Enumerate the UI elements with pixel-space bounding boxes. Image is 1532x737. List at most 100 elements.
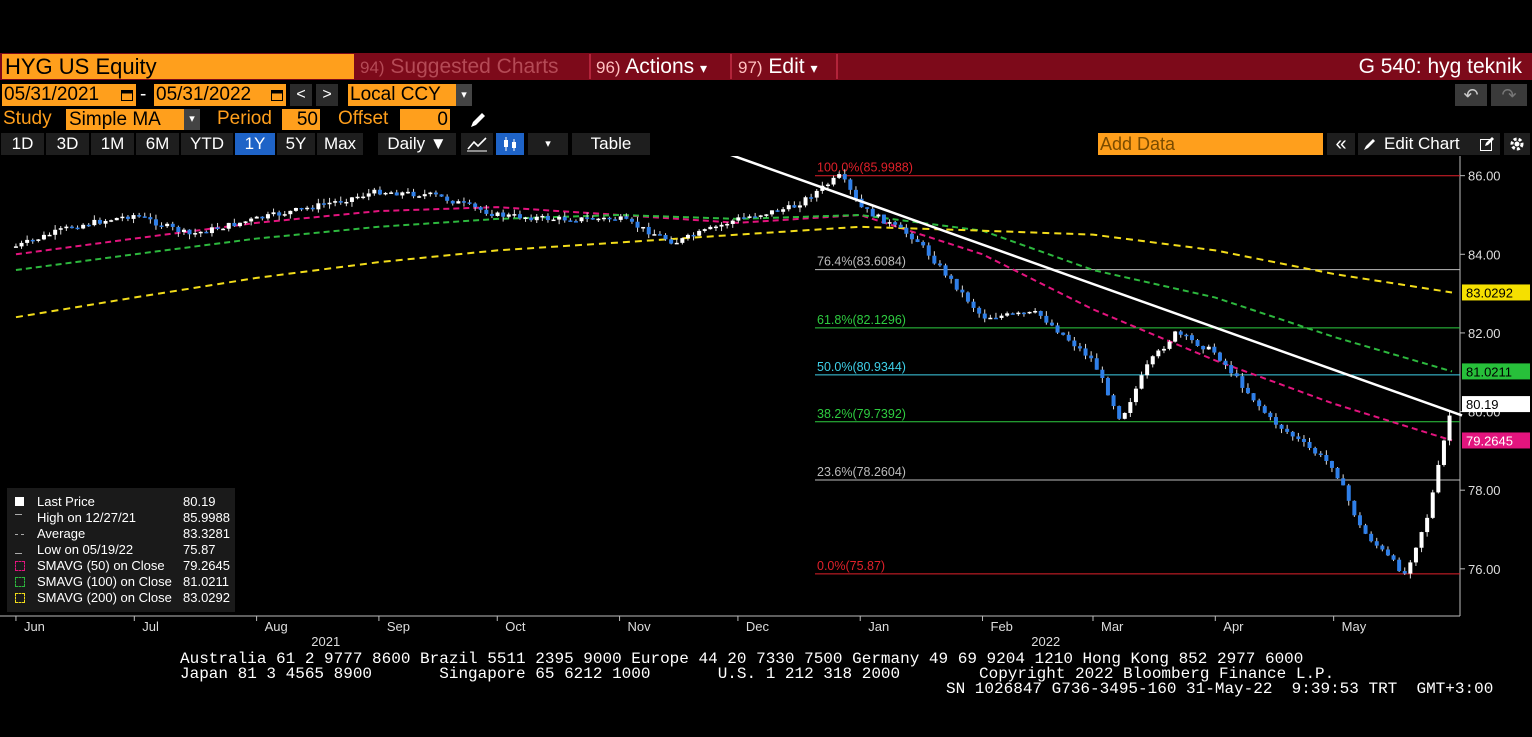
candle-body <box>926 245 931 256</box>
candle-body <box>265 214 270 219</box>
range-button-1m[interactable]: 1M <box>91 133 134 155</box>
settings-button[interactable] <box>1504 133 1530 155</box>
candle-body <box>1033 311 1038 313</box>
offset-input[interactable]: 0 <box>400 109 450 130</box>
range-button-1y[interactable]: 1Y <box>235 133 275 155</box>
candle-body <box>142 216 147 218</box>
candle-body <box>702 229 707 231</box>
candle-body <box>372 189 377 194</box>
candle-body <box>1061 332 1066 335</box>
suggested-charts-label: Suggested Charts <box>390 55 559 78</box>
candle-body <box>1178 331 1183 335</box>
fibonacci-level-label: 0.0%(75.87) <box>817 559 885 573</box>
candle-body <box>1301 438 1306 442</box>
candle-body <box>1156 350 1161 357</box>
candle-body <box>904 227 909 234</box>
actions-menu[interactable]: 96) Actions ▾ <box>596 54 726 79</box>
line-chart-button[interactable] <box>461 133 493 155</box>
chart-type-dropdown[interactable]: ▾ <box>528 133 568 155</box>
fibonacci-level-label: 76.4%(83.6084) <box>817 255 906 269</box>
next-period-button[interactable]: > <box>316 84 338 106</box>
redo-button[interactable]: ↷ <box>1491 84 1527 106</box>
candle-body <box>809 197 814 199</box>
study-type-select[interactable]: Simple MA ▾ <box>66 109 200 130</box>
range-button-3d[interactable]: 3D <box>46 133 89 155</box>
candle-body <box>361 196 366 199</box>
candle-body <box>517 214 522 219</box>
period-input[interactable]: 50 <box>282 109 320 130</box>
x-tick-label: Oct <box>505 619 526 634</box>
end-date-field[interactable]: 05/31/2022 <box>154 84 286 106</box>
calendar-icon[interactable] <box>271 88 283 101</box>
candlestick-chart-button[interactable] <box>496 133 524 155</box>
price-tag-label: 79.2645 <box>1466 433 1513 448</box>
candle-body <box>1212 346 1217 353</box>
candle-body <box>781 209 786 212</box>
toolbar-divider <box>730 54 732 79</box>
x-tick-label: Feb <box>991 619 1013 634</box>
candle-body <box>1441 440 1446 465</box>
candle-body <box>1329 460 1334 468</box>
candle-body <box>1055 325 1060 333</box>
previous-period-button[interactable]: < <box>290 84 312 106</box>
candle-body <box>1077 346 1082 349</box>
candle-body <box>1279 424 1284 429</box>
candle-body <box>719 224 724 227</box>
undo-button[interactable]: ↶ <box>1455 84 1487 106</box>
price-chart[interactable]: 76.0078.0080.0082.0084.0086.00JunJulAugS… <box>0 156 1532 646</box>
candle-body <box>1380 545 1385 550</box>
candle-body <box>1419 532 1424 548</box>
candle-body <box>153 219 158 226</box>
candle-body <box>36 239 41 241</box>
candle-body <box>573 221 578 223</box>
candle-body <box>579 217 584 222</box>
add-data-input[interactable] <box>1098 133 1323 155</box>
pencil-icon <box>1364 139 1375 150</box>
candle-body <box>1117 406 1122 419</box>
legend-value: 79.2645 <box>183 558 230 573</box>
candle-body <box>461 201 466 203</box>
candle-body <box>1436 464 1441 493</box>
range-button-1d[interactable]: 1D <box>1 133 44 155</box>
candle-body <box>1072 340 1077 347</box>
candle-body <box>495 212 500 216</box>
edit-chart-button[interactable]: Edit Chart <box>1358 133 1496 155</box>
candle-body <box>932 255 937 264</box>
price-tag-bg <box>1462 284 1530 301</box>
range-button-max[interactable]: Max <box>317 133 363 155</box>
security-ticker[interactable]: HYG US Equity <box>2 54 354 79</box>
candle-body <box>137 215 142 217</box>
currency-select[interactable]: Local CCY ▾ <box>348 84 472 106</box>
candle-body <box>310 207 315 210</box>
x-tick-label: Jan <box>868 619 889 634</box>
edit-menu[interactable]: 97) Edit ▾ <box>738 54 834 79</box>
candle-body <box>898 224 903 228</box>
fibonacci-level-label: 100.0%(85.9988) <box>817 161 913 175</box>
legend-value: 83.3281 <box>183 526 230 541</box>
x-year-label: 2021 <box>311 634 340 646</box>
start-date-field[interactable]: 05/31/2021 <box>2 84 136 106</box>
line-chart-icon <box>467 137 487 152</box>
candle-body <box>870 208 875 217</box>
pencil-icon[interactable] <box>468 110 488 130</box>
suggested-charts-menu[interactable]: 94) Suggested Charts <box>360 54 586 79</box>
candle-body <box>657 234 662 236</box>
study-label: Study <box>3 108 52 129</box>
candle-body <box>1346 485 1351 501</box>
table-button[interactable]: Table <box>572 133 650 155</box>
candle-body <box>193 233 198 235</box>
candle-body <box>243 221 248 223</box>
range-button-ytd[interactable]: YTD <box>181 133 233 155</box>
candle-body <box>1285 428 1290 432</box>
candle-body <box>1307 441 1312 449</box>
range-button-5y[interactable]: 5Y <box>277 133 315 155</box>
legend-marker-icon <box>15 514 22 515</box>
candle-body <box>1201 345 1206 350</box>
chart-options-button[interactable] <box>1474 133 1500 155</box>
candle-body <box>1027 311 1032 314</box>
frequency-select[interactable]: Daily ▼ <box>378 133 456 155</box>
collapse-panel-button[interactable]: « <box>1327 133 1355 155</box>
candle-body <box>282 214 287 216</box>
calendar-icon[interactable] <box>121 88 133 101</box>
range-button-6m[interactable]: 6M <box>136 133 179 155</box>
